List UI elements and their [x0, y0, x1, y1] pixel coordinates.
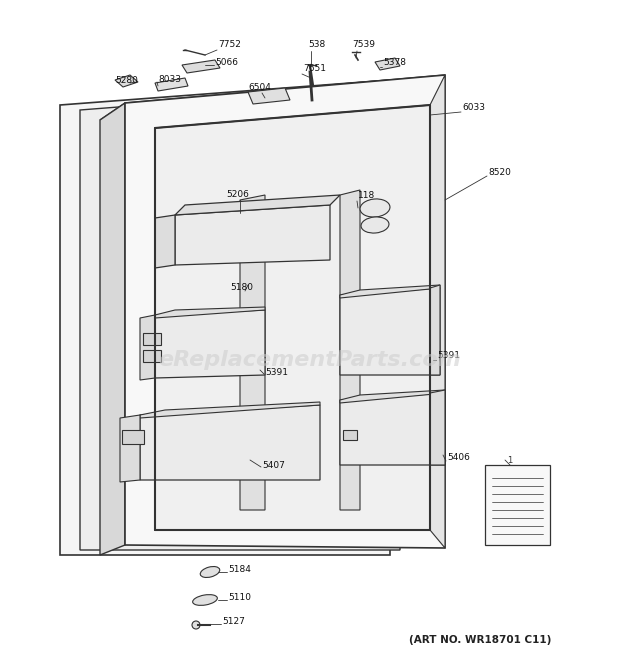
Text: 6504: 6504 — [248, 83, 271, 92]
Ellipse shape — [193, 595, 218, 605]
Polygon shape — [100, 103, 125, 555]
Ellipse shape — [361, 217, 389, 233]
Polygon shape — [140, 405, 320, 480]
Polygon shape — [240, 195, 265, 510]
Polygon shape — [340, 393, 445, 465]
Text: 5391: 5391 — [265, 368, 288, 377]
Polygon shape — [182, 60, 220, 73]
Text: 5206: 5206 — [226, 190, 249, 199]
Polygon shape — [155, 307, 265, 318]
Polygon shape — [340, 190, 360, 510]
Text: 8033: 8033 — [158, 75, 181, 84]
Polygon shape — [140, 402, 320, 418]
Polygon shape — [340, 390, 445, 403]
Text: 7539: 7539 — [352, 40, 375, 49]
Polygon shape — [125, 75, 445, 548]
Polygon shape — [155, 215, 175, 268]
Bar — [122, 430, 144, 444]
Text: 1: 1 — [507, 456, 513, 465]
Polygon shape — [100, 75, 445, 120]
Text: 538: 538 — [308, 40, 326, 49]
Text: 5280: 5280 — [115, 76, 138, 85]
Text: 5127: 5127 — [222, 617, 245, 626]
Text: 5406: 5406 — [447, 453, 470, 462]
Text: 5184: 5184 — [228, 565, 251, 574]
Text: 7651: 7651 — [303, 64, 326, 73]
Polygon shape — [80, 85, 400, 550]
Polygon shape — [430, 285, 440, 375]
Text: 5180: 5180 — [230, 283, 253, 292]
Text: 5407: 5407 — [262, 461, 285, 470]
Polygon shape — [140, 315, 155, 380]
Ellipse shape — [200, 566, 219, 578]
Polygon shape — [430, 75, 445, 548]
Polygon shape — [248, 88, 290, 104]
Text: 5378: 5378 — [383, 58, 406, 67]
Bar — [343, 430, 357, 440]
Text: 5110: 5110 — [228, 593, 251, 602]
Text: 6033: 6033 — [462, 103, 485, 112]
Text: (ART NO. WR18701 C11): (ART NO. WR18701 C11) — [409, 635, 551, 645]
Ellipse shape — [360, 199, 390, 217]
Text: 8520: 8520 — [488, 168, 511, 177]
Text: 5066: 5066 — [215, 58, 238, 67]
Text: 5391: 5391 — [437, 351, 460, 360]
Text: 7752: 7752 — [218, 40, 241, 49]
Text: eReplacementParts.com: eReplacementParts.com — [159, 350, 461, 370]
Polygon shape — [430, 390, 445, 465]
Polygon shape — [375, 58, 400, 70]
Polygon shape — [340, 288, 440, 375]
Polygon shape — [60, 80, 390, 555]
Bar — [143, 333, 161, 345]
Polygon shape — [155, 78, 188, 91]
Polygon shape — [120, 415, 140, 482]
Polygon shape — [175, 205, 330, 265]
Polygon shape — [155, 310, 265, 378]
Text: 118: 118 — [358, 191, 375, 200]
Polygon shape — [175, 195, 340, 215]
Polygon shape — [115, 75, 138, 87]
Ellipse shape — [192, 621, 200, 629]
Bar — [485, 465, 550, 545]
Polygon shape — [340, 285, 440, 298]
Polygon shape — [155, 105, 430, 530]
Bar — [143, 350, 161, 362]
